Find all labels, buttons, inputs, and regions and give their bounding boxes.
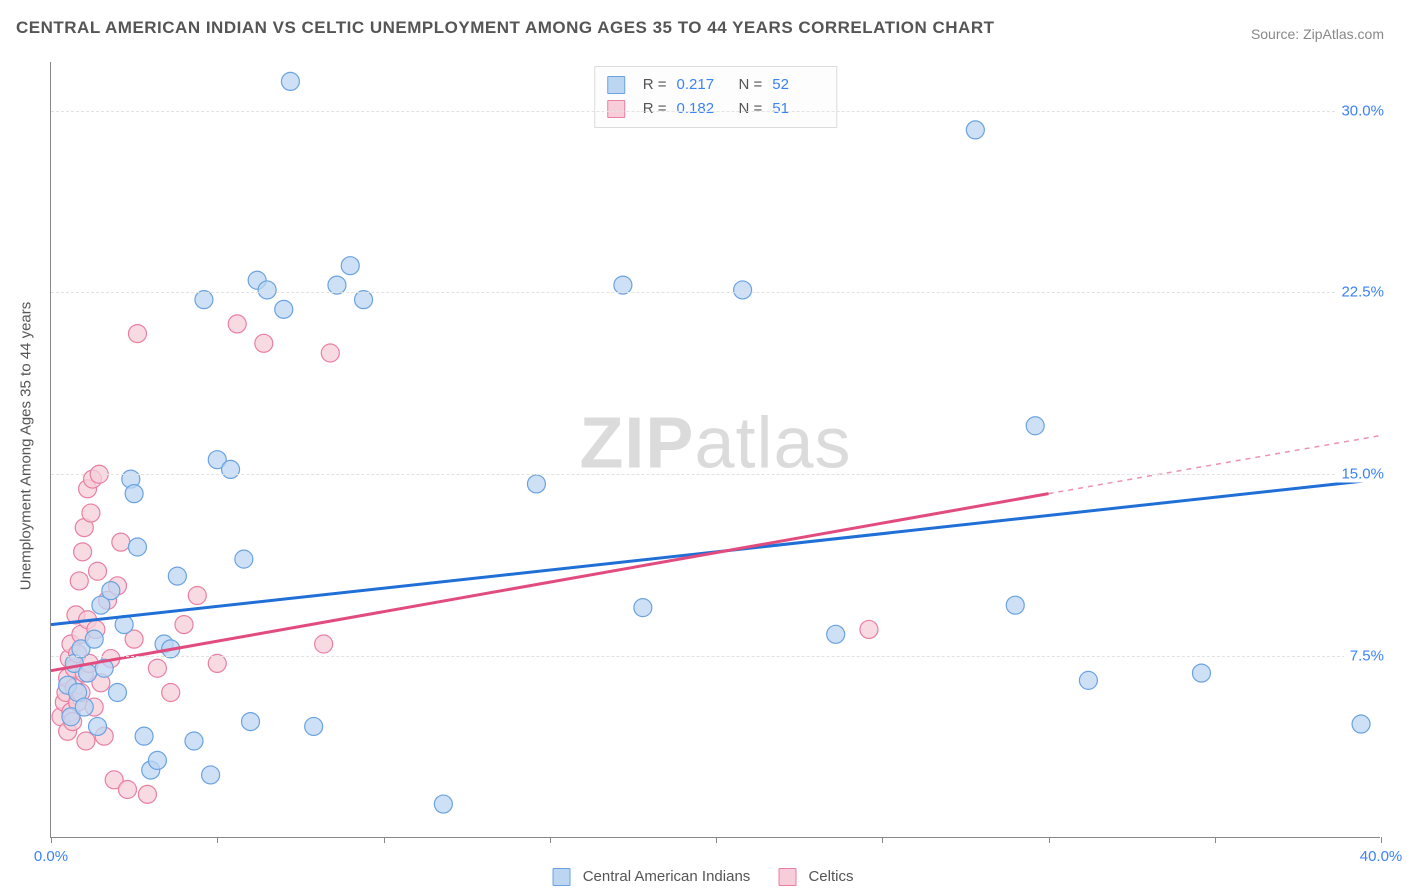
data-point-celtics <box>188 587 206 605</box>
data-point-cai <box>1026 417 1044 435</box>
data-point-cai <box>75 698 93 716</box>
data-point-celtics <box>148 659 166 677</box>
data-point-cai <box>222 460 240 478</box>
xtick <box>550 837 551 843</box>
data-point-cai <box>168 567 186 585</box>
data-point-celtics <box>77 732 95 750</box>
data-point-cai <box>527 475 545 493</box>
data-point-cai <box>341 257 359 275</box>
data-point-celtics <box>175 616 193 634</box>
data-point-cai <box>734 281 752 299</box>
data-point-cai <box>1006 596 1024 614</box>
gridline <box>51 656 1380 657</box>
data-point-celtics <box>82 504 100 522</box>
data-point-cai <box>258 281 276 299</box>
data-point-cai <box>966 121 984 139</box>
data-point-cai <box>202 766 220 784</box>
ytick-label: 7.5% <box>1344 648 1384 665</box>
legend-item-celtics: Celtics <box>778 868 853 886</box>
data-point-cai <box>148 751 166 769</box>
xtick <box>51 837 52 843</box>
data-point-cai <box>185 732 203 750</box>
swatch-cai-icon <box>553 868 571 886</box>
data-point-cai <box>275 300 293 318</box>
bottom-legend: Central American Indians Celtics <box>553 868 854 886</box>
xtick-label: 40.0% <box>1360 848 1403 865</box>
data-point-cai <box>109 684 127 702</box>
data-point-cai <box>827 625 845 643</box>
data-point-celtics <box>255 334 273 352</box>
xtick-label: 0.0% <box>34 848 68 865</box>
data-point-cai <box>1079 671 1097 689</box>
plot-svg <box>51 62 1380 837</box>
data-point-cai <box>1352 715 1370 733</box>
data-point-cai <box>102 582 120 600</box>
legend-label-celtics: Celtics <box>808 868 853 885</box>
xtick <box>384 837 385 843</box>
data-point-celtics <box>128 325 146 343</box>
data-point-cai <box>1192 664 1210 682</box>
data-point-cai <box>634 599 652 617</box>
data-point-cai <box>434 795 452 813</box>
chart-title: CENTRAL AMERICAN INDIAN VS CELTIC UNEMPL… <box>16 18 995 38</box>
data-point-cai <box>85 630 103 648</box>
data-point-celtics <box>321 344 339 362</box>
data-point-celtics <box>112 533 130 551</box>
xtick <box>716 837 717 843</box>
data-point-cai <box>305 717 323 735</box>
gridline <box>51 292 1380 293</box>
xtick <box>1215 837 1216 843</box>
xtick <box>1049 837 1050 843</box>
data-point-cai <box>125 485 143 503</box>
data-point-celtics <box>315 635 333 653</box>
data-point-celtics <box>70 572 88 590</box>
data-point-cai <box>89 717 107 735</box>
data-point-celtics <box>860 620 878 638</box>
gridline <box>51 474 1380 475</box>
data-point-celtics <box>162 684 180 702</box>
regression-line-celtics <box>51 494 1049 671</box>
data-point-celtics <box>89 562 107 580</box>
xtick <box>1381 837 1382 843</box>
data-point-cai <box>235 550 253 568</box>
data-point-celtics <box>138 785 156 803</box>
ytick-label: 15.0% <box>1335 466 1384 483</box>
xtick <box>217 837 218 843</box>
ytick-label: 22.5% <box>1335 284 1384 301</box>
data-point-celtics <box>228 315 246 333</box>
source-attribution: Source: ZipAtlas.com <box>1251 26 1384 42</box>
data-point-celtics <box>74 543 92 561</box>
plot-area: ZIPatlas R = 0.217 N = 52 R = 0.182 N = … <box>50 62 1380 838</box>
data-point-cai <box>128 538 146 556</box>
data-point-cai <box>281 72 299 90</box>
y-axis-label: Unemployment Among Ages 35 to 44 years <box>18 302 35 591</box>
ytick-label: 30.0% <box>1335 102 1384 119</box>
data-point-celtics <box>118 781 136 799</box>
data-point-cai <box>242 713 260 731</box>
data-point-cai <box>135 727 153 745</box>
swatch-celtics-icon <box>778 868 796 886</box>
xtick <box>882 837 883 843</box>
legend-item-cai: Central American Indians <box>553 868 751 886</box>
gridline <box>51 111 1380 112</box>
legend-label-cai: Central American Indians <box>583 868 751 885</box>
